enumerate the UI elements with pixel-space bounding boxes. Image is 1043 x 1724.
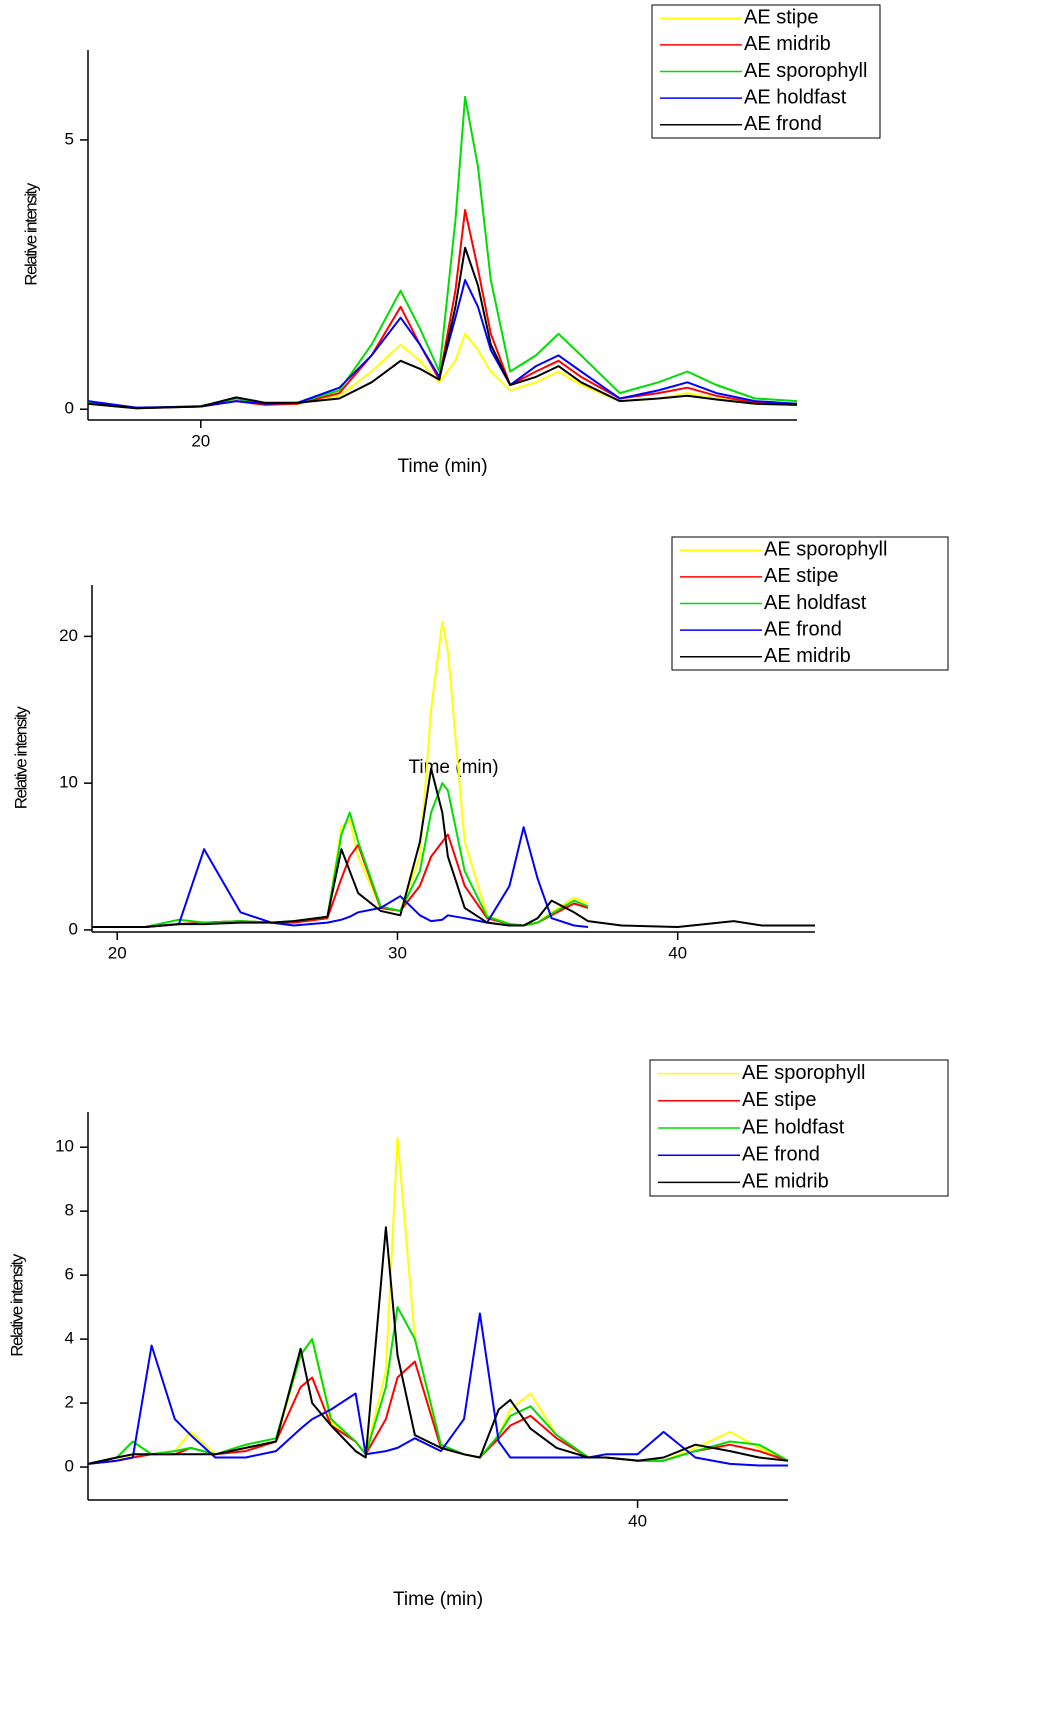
x-axis-title: Time (min) bbox=[393, 1589, 483, 1610]
y-tick-label: 2 bbox=[65, 1393, 74, 1412]
x-tick-label: 20 bbox=[108, 943, 127, 962]
x-axis-title: Time (min) bbox=[408, 757, 498, 778]
y-tick-label: 10 bbox=[59, 773, 78, 792]
legend-label: AE midrib bbox=[764, 645, 851, 667]
y-axis-title: Relative intensity bbox=[7, 1253, 26, 1357]
y-tick-label: 0 bbox=[65, 399, 74, 418]
y-tick-label: 5 bbox=[65, 129, 74, 148]
legend: AE sporophyll AE stipe AE holdfast AE frond… bbox=[649, 1059, 949, 1197]
y-axis-title: Relative intensity bbox=[21, 182, 40, 286]
x-tick-label: 30 bbox=[388, 943, 407, 962]
x-tick-label: 40 bbox=[668, 943, 687, 962]
y-tick-label: 20 bbox=[59, 626, 78, 645]
chart-panel: 0 5 20 Time (min) Relative intensity AE stipe… bbox=[21, 4, 881, 477]
series-line bbox=[87, 1226, 789, 1465]
series-line bbox=[87, 1312, 788, 1467]
legend-label: AE midrib bbox=[742, 1171, 829, 1193]
legend-label: AE frond bbox=[744, 113, 822, 135]
legend-label: AE stipe bbox=[764, 565, 838, 587]
y-tick-label: 10 bbox=[55, 1137, 74, 1156]
legend-label: AE sporophyll bbox=[742, 1062, 865, 1084]
series-line bbox=[87, 246, 798, 410]
legend: AE stipe AE midrib AE sporophyll AE holdfas… bbox=[651, 4, 881, 139]
x-tick-label: 20 bbox=[191, 431, 210, 450]
legend: AE sporophyll AE stipe AE holdfast AE frond… bbox=[671, 536, 949, 671]
legend-label: AE stipe bbox=[742, 1089, 816, 1111]
legend-box bbox=[651, 4, 881, 139]
legend-label: AE frond bbox=[742, 1143, 820, 1165]
legend-label: AE midrib bbox=[744, 33, 831, 55]
x-axis-title: Time (min) bbox=[397, 456, 487, 477]
legend-label: AE holdfast bbox=[744, 86, 847, 108]
y-tick-label: 0 bbox=[65, 1457, 74, 1476]
y-tick-label: 6 bbox=[65, 1265, 74, 1284]
legend-label: AE stipe bbox=[744, 7, 818, 29]
series-line bbox=[87, 209, 798, 410]
series-line bbox=[92, 826, 589, 928]
legend-label: AE holdfast bbox=[742, 1116, 845, 1138]
series-line bbox=[92, 767, 815, 928]
legend-label: AE frond bbox=[764, 618, 842, 640]
legend-label: AE holdfast bbox=[764, 592, 867, 614]
y-tick-label: 8 bbox=[65, 1201, 74, 1220]
y-tick-label: 4 bbox=[65, 1329, 74, 1348]
y-axis-title: Relative intensity bbox=[11, 706, 30, 810]
legend-label: AE sporophyll bbox=[744, 60, 867, 82]
chart-panel: 0 2 4 6 8 10 40 Time (min) Relative intensity AE … bbox=[7, 1059, 949, 1610]
y-tick-label: 0 bbox=[69, 919, 78, 938]
chart-panel: 0 10 20 20 30 40 Time (min) Relative intensity A… bbox=[11, 536, 949, 962]
x-tick-label: 40 bbox=[628, 1511, 647, 1530]
legend-label: AE sporophyll bbox=[764, 539, 887, 561]
